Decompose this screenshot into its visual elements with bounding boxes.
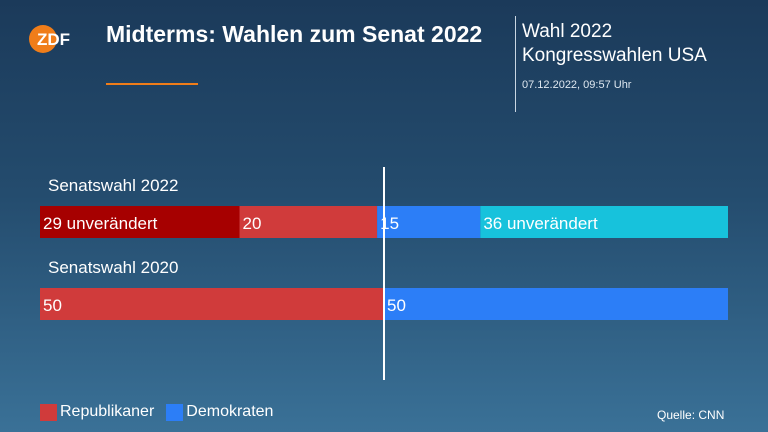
title-underline: [106, 83, 198, 85]
source-note: Quelle: CNN: [657, 408, 725, 422]
zdf-logo-text: ZDF: [37, 30, 70, 49]
header-divider: [515, 16, 516, 112]
legend-item-democrats: Demokraten: [166, 403, 273, 421]
row-senatswahl-2022-label: Senatswahl 2022: [48, 176, 178, 195]
row-senatswahl-2022-segment-label-3: 36 unverändert: [483, 214, 598, 233]
row-senatswahl-2022-segment-label-0: 29 unverändert: [43, 214, 158, 233]
row-senatswahl-2022-segment-label-2: 15: [380, 214, 399, 233]
header-election-name: Kongresswahlen USA: [522, 45, 707, 66]
legend-item-republicans: Republikaner: [40, 403, 154, 421]
row-senatswahl-2022-bar-segment-3: [480, 206, 728, 238]
row-senatswahl-2020-label: Senatswahl 2020: [48, 258, 178, 277]
row-senatswahl-2022-bar-segment-1: [239, 206, 378, 238]
legend-swatch-republicans: [40, 403, 57, 421]
header-election-year: Wahl 2022: [522, 21, 613, 42]
legend-swatch-democrats: [166, 403, 184, 421]
legend-label-republicans: Republikaner: [60, 403, 155, 420]
row-senatswahl-2022-bar-segment-2: [377, 206, 481, 238]
row-senatswahl-2022-bar-segment-0: [40, 206, 240, 238]
legend-label-democrats: Demokraten: [186, 403, 274, 420]
row-senatswahl-2020-segment-label-0: 50: [43, 296, 62, 315]
row-senatswahl-2020-bar-segment-0: [40, 288, 384, 320]
zdf-logo: ZDF: [29, 25, 70, 53]
page-title: Midterms: Wahlen zum Senat 2022: [106, 21, 483, 47]
header-timestamp: 07.12.2022, 09:57 Uhr: [522, 79, 632, 91]
row-senatswahl-2020-segment-label-1: 50: [387, 296, 406, 315]
chart-legend: Republikaner Demokraten: [40, 403, 285, 421]
row-senatswahl-2022-segment-label-1: 20: [243, 214, 262, 233]
row-senatswahl-2020-bar-segment-1: [384, 288, 728, 320]
